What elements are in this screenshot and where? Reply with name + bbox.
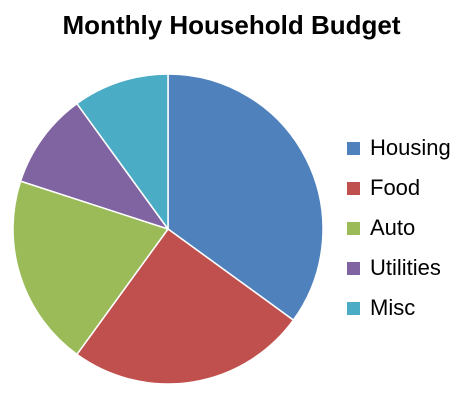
pie-slice-food — [76, 228, 295, 385]
pie-slice-misc — [76, 73, 169, 230]
legend-item-auto: Auto — [347, 208, 451, 248]
legend-label-housing: Housing — [370, 135, 451, 160]
pie-slice-auto — [12, 180, 169, 356]
legend-swatch-auto — [347, 221, 360, 235]
legend-item-housing: Housing — [347, 128, 451, 168]
legend-swatch-housing — [347, 141, 360, 155]
legend-item-misc: Misc — [347, 288, 451, 328]
chart-title: Monthly Household Budget — [62, 10, 401, 40]
legend-label-misc: Misc — [370, 295, 416, 320]
legend-item-utilities: Utilities — [347, 248, 451, 288]
pie-slice-housing — [167, 73, 324, 321]
pie-slice-utilities — [19, 102, 169, 230]
legend-swatch-food — [347, 181, 360, 195]
chart-legend: Housing Food Auto Utilities Misc — [347, 128, 451, 328]
legend-label-utilities: Utilities — [370, 255, 441, 280]
legend-label-food: Food — [370, 175, 421, 200]
pie-slices — [12, 73, 324, 385]
legend-swatch-utilities — [347, 261, 360, 275]
legend-item-food: Food — [347, 168, 451, 208]
legend-label-auto: Auto — [370, 215, 416, 240]
legend-swatch-misc — [347, 301, 360, 315]
